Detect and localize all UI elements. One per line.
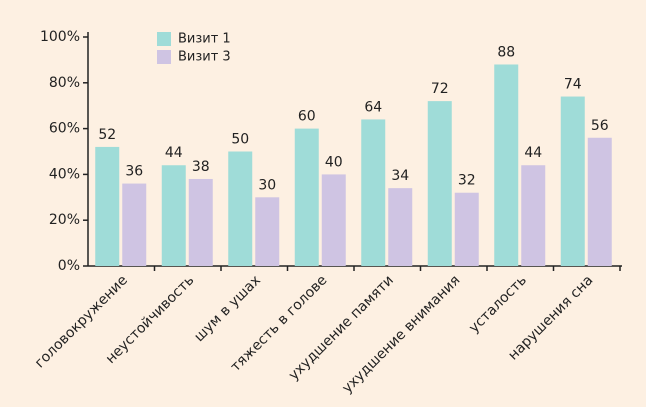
y-tick-label: 100% — [40, 29, 80, 45]
value-label: 52 — [98, 127, 116, 143]
bar — [494, 64, 519, 266]
bar — [294, 128, 319, 266]
bar — [95, 146, 120, 266]
legend-swatch — [157, 50, 171, 64]
legend-swatch — [157, 32, 171, 46]
bar — [122, 183, 147, 266]
value-label: 38 — [192, 159, 210, 175]
legend-label: Визит 1 — [178, 32, 231, 47]
bar — [587, 137, 612, 266]
bar — [255, 197, 280, 266]
bar — [388, 188, 413, 266]
bar — [560, 96, 585, 266]
y-tick-label: 0% — [58, 258, 80, 274]
value-label: 88 — [497, 44, 515, 60]
value-label: 72 — [431, 81, 449, 97]
value-label: 30 — [258, 177, 276, 193]
bar — [361, 119, 386, 266]
value-label: 34 — [391, 168, 409, 184]
bar — [427, 101, 452, 267]
y-tick-label: 40% — [49, 166, 80, 182]
value-label: 60 — [298, 109, 316, 125]
bar — [228, 151, 253, 266]
bar — [521, 165, 546, 266]
value-label: 32 — [458, 173, 476, 189]
bar — [188, 178, 213, 266]
bar — [161, 165, 186, 266]
value-label: 50 — [231, 132, 249, 148]
value-label: 74 — [564, 77, 582, 93]
bar — [321, 174, 346, 266]
y-tick-label: 80% — [49, 75, 80, 91]
y-tick-label: 60% — [49, 121, 80, 137]
value-label: 64 — [364, 99, 382, 115]
y-tick-label: 20% — [49, 212, 80, 228]
value-label: 44 — [524, 145, 542, 161]
bar — [454, 192, 479, 266]
value-label: 56 — [591, 118, 609, 134]
value-label: 40 — [325, 154, 343, 170]
value-label: 36 — [125, 164, 143, 180]
legend-label: Визит 3 — [178, 50, 231, 65]
value-label: 44 — [165, 145, 183, 161]
